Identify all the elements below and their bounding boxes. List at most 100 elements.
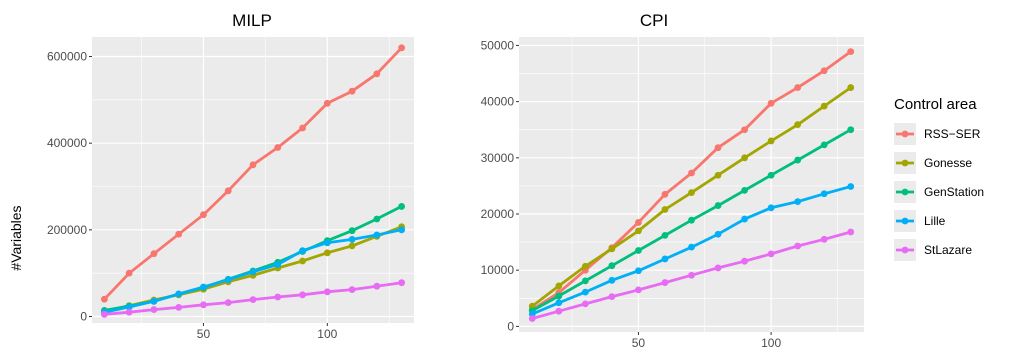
data-point-lille [714, 230, 722, 238]
plot-panel-cpi: 0 10000 20000 30000 40000 50000 50 100 [481, 37, 864, 350]
data-point-stlazare [661, 279, 669, 286]
data-point-genstation [688, 216, 695, 224]
data-point-lille [274, 261, 282, 268]
data-point-gonesse [608, 245, 616, 253]
data-point-stlazare [249, 296, 257, 303]
y-tick-label: 50000 [481, 38, 515, 52]
data-point-rss-ser [274, 144, 282, 151]
data-point-rss-ser [224, 187, 232, 195]
x-tick-label: 50 [197, 327, 211, 341]
data-point-stlazare [373, 282, 381, 290]
data-point-lille [398, 226, 406, 234]
data-point-lille [847, 183, 855, 190]
data-point-stlazare [224, 299, 232, 307]
data-point-stlazare [125, 308, 133, 316]
x-tick-label: 100 [317, 327, 337, 341]
data-point-gonesse [581, 262, 589, 270]
data-point-lille [323, 239, 331, 247]
legend: RSS−SER Gonesse GenStation Lille StLazare [894, 123, 984, 261]
data-point-stlazare [200, 301, 207, 309]
legend-label-stlazare: StLazare [924, 243, 972, 257]
data-point-stlazare [741, 257, 748, 265]
data-point-stlazare [528, 315, 536, 322]
data-point-genstation [714, 202, 722, 209]
data-point-gonesse [555, 282, 563, 290]
data-point-rss-ser [661, 190, 669, 198]
data-point-lille [555, 299, 563, 307]
data-point-gonesse [299, 257, 306, 265]
data-point-stlazare [299, 291, 306, 299]
y-tick-label: 10000 [481, 263, 515, 277]
data-point-stlazare [323, 288, 331, 296]
x-tick-label: 100 [761, 336, 781, 350]
data-point-lille [249, 268, 257, 276]
y-tick-label: 30000 [481, 151, 515, 165]
y-tick-label: 20000 [481, 207, 515, 221]
data-point-gonesse [714, 171, 722, 179]
data-point-stlazare [274, 293, 282, 301]
legend-label-genstation: GenStation [924, 185, 984, 199]
data-point-rss-ser [688, 169, 695, 177]
data-point-lille [200, 283, 207, 291]
panel-title-cpi: CPI [640, 11, 668, 30]
x-tick-label: 50 [632, 336, 646, 350]
data-point-gonesse [661, 206, 669, 213]
data-point-rss-ser [175, 230, 183, 238]
data-point-lille [608, 276, 616, 284]
data-point-lille [688, 243, 695, 251]
data-point-gonesse [688, 189, 695, 197]
data-point-rss-ser [299, 124, 306, 132]
panel-background [92, 37, 414, 323]
data-point-genstation [608, 262, 616, 270]
data-point-stlazare [635, 286, 642, 294]
data-point-lille [635, 267, 642, 275]
data-point-rss-ser [794, 84, 802, 91]
y-tick-label: 0 [507, 319, 514, 333]
y-axis-title: #Variables [8, 205, 24, 270]
data-point-rss-ser [100, 295, 108, 303]
data-point-rss-ser [348, 87, 356, 95]
data-point-stlazare [820, 235, 828, 243]
data-point-rss-ser [323, 99, 331, 107]
data-point-gonesse [767, 137, 775, 145]
data-point-lille [581, 288, 589, 296]
data-point-genstation [555, 292, 563, 300]
legend-label-gonesse: Gonesse [924, 156, 972, 170]
data-point-lille [175, 290, 183, 298]
data-point-gonesse [323, 249, 331, 257]
data-point-rss-ser [820, 67, 828, 75]
legend-label-rss-ser: RSS−SER [924, 127, 981, 141]
data-point-rss-ser [847, 48, 855, 56]
data-point-genstation [820, 141, 828, 149]
data-point-stlazare [175, 304, 183, 311]
data-point-rss-ser [767, 99, 775, 107]
data-point-rss-ser [200, 211, 207, 219]
data-point-genstation [373, 215, 381, 223]
data-point-lille [348, 235, 356, 243]
data-point-gonesse [794, 121, 802, 129]
data-point-gonesse [820, 102, 828, 110]
data-point-gonesse [635, 227, 642, 235]
data-point-stlazare [714, 264, 722, 272]
data-point-genstation [847, 126, 855, 134]
legend-label-lille: Lille [924, 214, 946, 228]
data-point-rss-ser [150, 250, 158, 258]
data-point-gonesse [847, 84, 855, 91]
data-point-genstation [348, 227, 356, 235]
data-point-stlazare [150, 306, 158, 313]
data-point-genstation [581, 277, 589, 285]
panel-background [519, 37, 864, 332]
legend-key-point [901, 159, 909, 167]
legend-key-point [901, 130, 909, 138]
data-point-rss-ser [714, 144, 722, 152]
data-point-lille [373, 231, 381, 239]
legend-title: Control area [894, 96, 977, 113]
data-point-stlazare [767, 250, 775, 258]
data-point-rss-ser [741, 126, 748, 134]
data-point-genstation [794, 156, 802, 164]
data-point-rss-ser [635, 219, 642, 226]
data-point-stlazare [688, 271, 695, 279]
data-point-lille [820, 190, 828, 198]
data-point-genstation [741, 187, 748, 194]
